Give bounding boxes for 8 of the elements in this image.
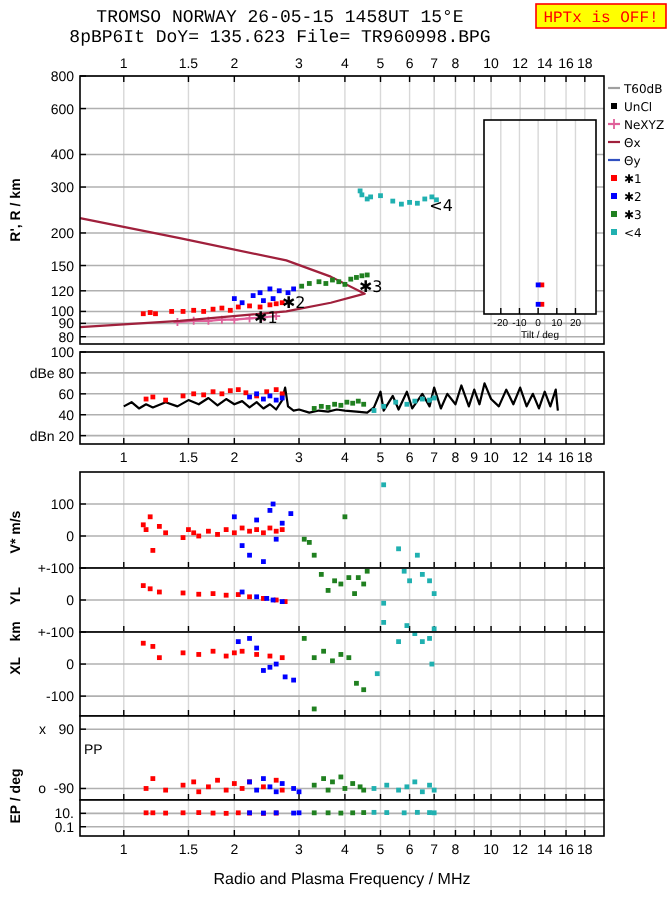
annotation: ✱3 xyxy=(358,278,383,297)
annotation: ✱2 xyxy=(281,293,306,312)
chart-subtitle: 8pBP6It DoY= 135.623 File= TR960998.BPG xyxy=(69,28,491,48)
chart-title: TROMSO NORWAY 26-05-15 1458UT 15°E xyxy=(96,8,464,28)
annotation: ✱1 xyxy=(254,309,278,328)
annotation: <4 xyxy=(429,197,453,216)
x-axis-title: Radio and Plasma Frequency / MHz xyxy=(213,870,471,888)
text: HPTx is OFF! xyxy=(543,10,659,28)
